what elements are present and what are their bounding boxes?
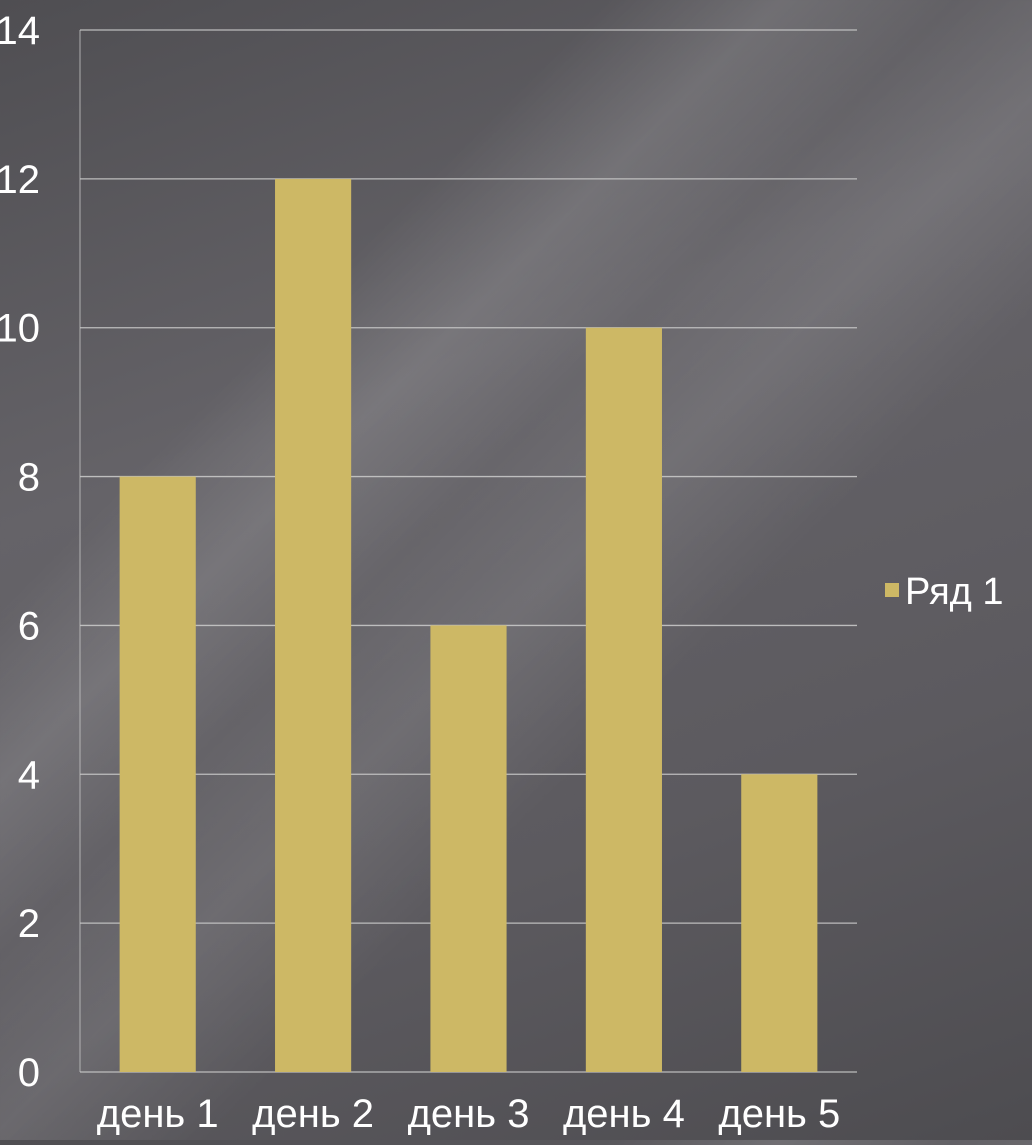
bar: [119, 476, 196, 1073]
y-tick-label: 12: [0, 158, 40, 202]
x-axis-ticks: день 1 день 2 день 3 день 4 день 5: [97, 1092, 840, 1136]
y-tick-label: 14: [0, 9, 40, 53]
bar: [275, 178, 352, 1072]
x-tick-label: день 2: [252, 1092, 374, 1136]
x-tick-label: день 1: [97, 1092, 219, 1136]
x-tick-label: день 5: [718, 1092, 840, 1136]
grid-layer: [79, 29, 857, 1073]
x-tick-label: день 4: [563, 1092, 685, 1136]
y-axis-ticks: 0 2 4 6 8 10 12 14: [0, 9, 40, 1095]
legend-label: Ряд 1: [905, 571, 1004, 613]
y-tick-label: 4: [18, 753, 40, 797]
y-tick-label: 0: [18, 1051, 40, 1095]
bar: [430, 625, 507, 1072]
y-tick-label: 8: [18, 456, 40, 500]
x-tick-label: день 3: [408, 1092, 530, 1136]
legend: Ряд 1: [885, 571, 1004, 613]
legend-swatch: [885, 583, 899, 597]
y-tick-label: 2: [18, 902, 40, 946]
bar: [585, 327, 662, 1072]
y-tick-label: 6: [18, 604, 40, 648]
bar-layer: [119, 178, 818, 1073]
y-tick-label: 10: [0, 307, 40, 351]
bar: [741, 774, 818, 1072]
